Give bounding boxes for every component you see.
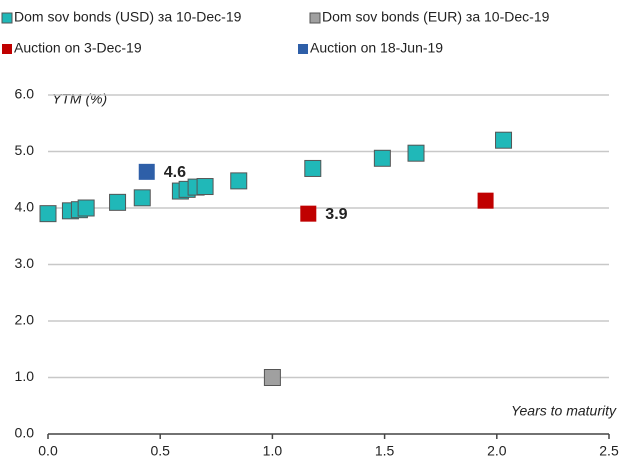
point [133,189,151,207]
legend-label: Dom sov bonds (USD) за 10-Dec-19 [14,9,242,25]
x-tick-label: 0.0 [38,443,58,459]
x-tick-label: 1.0 [263,443,283,459]
point [407,144,425,162]
x-tick-label: 2.5 [599,443,619,459]
y-tick-label: 1.0 [15,368,35,384]
point [196,178,214,196]
data-label: 3.9 [325,206,347,223]
legend-label: Auction on 3-Dec-19 [14,40,142,56]
point [77,199,95,217]
x-tick-label: 1.5 [375,443,395,459]
x-tick-label: 2.0 [487,443,507,459]
y-tick-label: 4.0 [15,199,35,215]
point [39,205,57,223]
x-tick-label: 0.5 [150,443,170,459]
y-tick-label: 3.0 [15,255,35,271]
legend-label: Auction on 18-Jun-19 [310,40,443,56]
point [300,205,317,222]
y-tick-label: 2.0 [15,312,35,328]
y-tick-label: 5.0 [15,142,35,158]
legend-label: Dom sov bonds (EUR) за 10-Dec-19 [322,9,550,25]
point [495,131,513,149]
point [477,192,494,209]
point [304,159,322,177]
point [230,172,248,190]
legend-swatch [1,12,13,24]
point [263,369,281,386]
legend-swatch [2,44,12,54]
data-label: 4.6 [164,164,186,181]
legend-swatch [298,44,308,54]
point [138,163,155,180]
legend-swatch [309,12,321,24]
point [373,149,391,167]
y-tick-label: 0.0 [15,425,35,441]
x-axis-label: Years to maturity [511,403,617,419]
y-axis-label: YTM (%) [52,91,107,107]
y-tick-label: 6.0 [15,86,35,102]
point [109,193,127,211]
